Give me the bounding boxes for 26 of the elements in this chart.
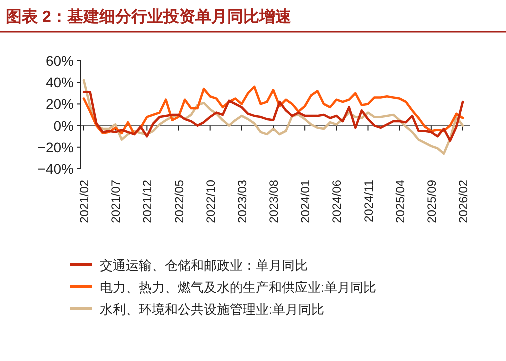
x-tick-label: 2021/07 (109, 180, 124, 224)
line-series (82, 79, 464, 156)
x-tick-label: 2025/09 (424, 180, 439, 224)
y-tick-label: 60% (46, 53, 74, 69)
x-tick-label: 2026/02 (456, 180, 470, 224)
y-tick-label: −20% (38, 139, 74, 156)
y-tick-label: 40% (46, 74, 74, 91)
x-tick-label: 2024/11 (362, 180, 376, 222)
legend-label: 交通运输、仓储和邮政业：单月同比 (100, 258, 308, 273)
x-tick-label: 2022/05 (172, 180, 186, 224)
y-tick-label: 20% (46, 96, 74, 112)
x-tick-label: 2023/08 (267, 180, 281, 224)
x-tick-label: 2024/06 (330, 180, 344, 224)
chart-title: 图表 2：基建细分行业投资单月同比增速 (6, 8, 292, 26)
x-tick-label: 2022/10 (204, 180, 218, 224)
y-tick-label: 0% (54, 118, 74, 134)
line-series (82, 91, 464, 142)
x-tick-label: 2025/04 (393, 180, 408, 224)
y-tick-label: −40% (38, 161, 74, 177)
x-tick-label: 2023/03 (235, 180, 250, 224)
line-series (82, 86, 464, 136)
legend-label: 电力、热力、燃气及水的生产和供应业:单月同比 (100, 280, 377, 295)
x-tick-label: 2021/02 (78, 180, 92, 224)
x-tick-label: 2021/12 (140, 180, 155, 224)
x-tick-label: 2024/01 (298, 180, 313, 224)
legend-label: 水利、环境和公共设施管理业:单月同比 (100, 302, 325, 317)
